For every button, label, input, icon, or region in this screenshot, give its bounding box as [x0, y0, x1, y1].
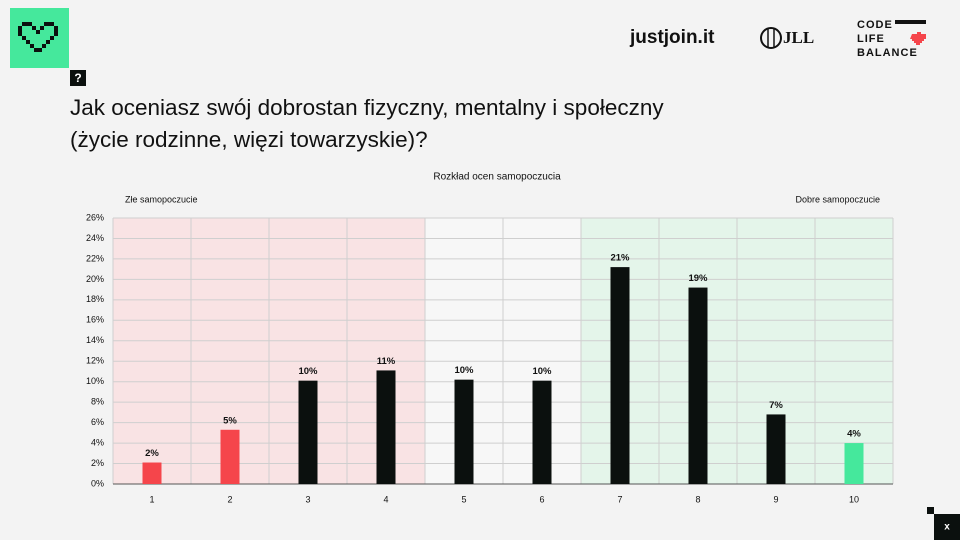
value-label: 19% [688, 273, 708, 284]
value-label: 7% [769, 400, 783, 411]
bar [298, 380, 318, 484]
brand-line: BALANCE [857, 47, 918, 59]
corner-pixel [927, 507, 934, 514]
x-tick-label: 10 [849, 494, 859, 504]
x-tick-label: 7 [617, 494, 622, 504]
value-label: 10% [532, 366, 552, 377]
bar [142, 462, 162, 484]
y-tick-label: 16% [86, 315, 104, 325]
annotation: Dobre samopoczucie [795, 194, 880, 204]
bar [610, 267, 630, 484]
x-tick-label: 8 [695, 494, 700, 504]
logo-tile [10, 8, 69, 68]
x-tick-label: 1 [149, 494, 154, 504]
logo-jll: JLL [783, 28, 814, 47]
title-line: (życie rodzinne, więzi towarzyskie)? [70, 127, 428, 152]
jll-emblem [760, 27, 782, 49]
y-tick-label: 26% [86, 212, 104, 222]
y-tick-label: 6% [91, 417, 104, 427]
y-tick-label: 18% [86, 294, 104, 304]
brand-line: LIFE [857, 33, 885, 45]
x-tick-label: 4 [383, 494, 388, 504]
y-tick-label: 22% [86, 253, 104, 263]
question-icon-box [70, 70, 86, 86]
brand-bar [895, 20, 926, 24]
logo-justjoin: justjoin.it [629, 27, 715, 48]
chart-title: Rozkład ocen samopoczucia [433, 172, 561, 183]
title-line: Jak oceniasz swój dobrostan fizyczny, me… [70, 95, 664, 120]
bar [766, 414, 786, 484]
y-tick-label: 8% [91, 397, 104, 407]
value-label: 11% [377, 356, 396, 367]
bar [532, 380, 552, 484]
y-tick-label: 24% [86, 233, 104, 243]
value-label: 21% [610, 253, 630, 264]
value-label: 5% [223, 415, 237, 426]
y-tick-label: 12% [86, 356, 104, 366]
question-icon: ? [74, 71, 81, 85]
heart-icon [18, 22, 58, 52]
bar [454, 379, 474, 484]
value-label: 10% [298, 366, 318, 377]
y-tick-label: 4% [91, 437, 104, 447]
close-button[interactable] [934, 514, 960, 540]
x-tick-label: 2 [227, 494, 232, 504]
annotation: Złe samopoczucie [125, 194, 198, 204]
x-tick-label: 6 [539, 494, 544, 504]
y-tick-label: 2% [91, 458, 104, 468]
bar [844, 443, 864, 484]
x-tick-label: 9 [773, 494, 778, 504]
bar [220, 429, 240, 484]
bar [376, 370, 396, 484]
y-tick-label: 20% [86, 274, 104, 284]
brand-heart [910, 32, 926, 45]
y-tick-label: 0% [91, 478, 104, 488]
x-tick-label: 5 [461, 494, 466, 504]
value-label: 4% [847, 429, 861, 440]
bar [688, 287, 708, 484]
close-label[interactable]: x [944, 522, 950, 533]
y-tick-label: 10% [86, 376, 104, 386]
x-tick-label: 3 [305, 494, 310, 504]
brand-line: CODE [857, 19, 893, 31]
y-tick-label: 14% [86, 335, 104, 345]
value-label: 10% [454, 365, 474, 376]
value-label: 2% [145, 448, 159, 459]
